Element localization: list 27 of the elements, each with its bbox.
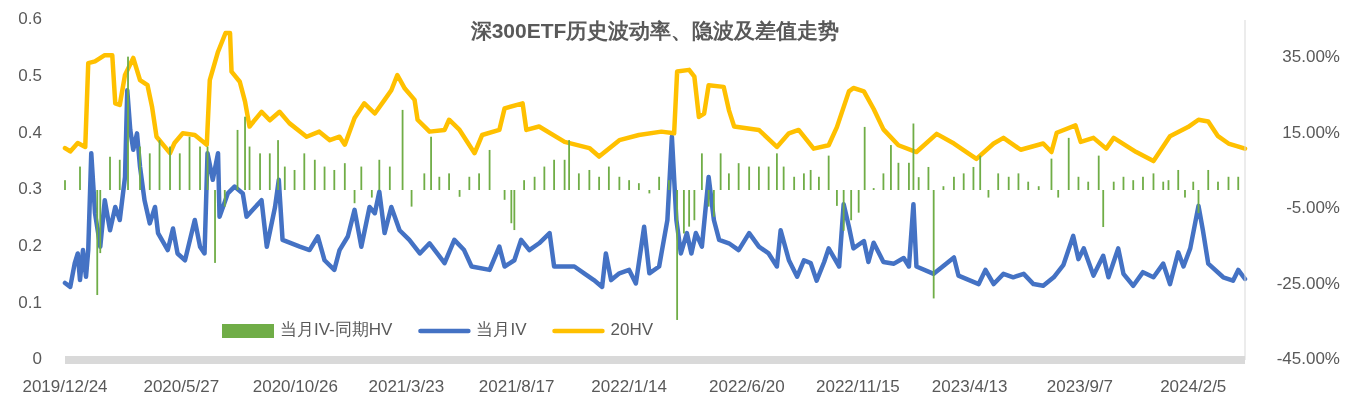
y2-tick-label: 15.00%	[1282, 122, 1340, 142]
y-tick-label: 0.4	[18, 122, 42, 142]
legend-label: 当月IV-同期HV	[280, 320, 394, 340]
legend-label: 20HV	[610, 320, 654, 340]
x-tick-label: 2020/5/27	[143, 377, 220, 396]
y2-tick-label: -25.00%	[1276, 273, 1340, 293]
y-tick-label: 0.3	[18, 179, 42, 199]
y2-tick-label: -5.00%	[1286, 198, 1340, 218]
y-tick-label: 0.6	[18, 9, 42, 29]
y2-tick-label: -45.00%	[1276, 349, 1340, 369]
x-tick-label: 2022/1/14	[591, 377, 667, 396]
x-tick-label: 2019/12/24	[22, 377, 108, 396]
x-tick-label: 2022/6/20	[709, 377, 785, 396]
legend-label: 当月IV	[476, 320, 528, 340]
x-tick-label: 2023/9/7	[1046, 377, 1114, 396]
y-tick-label: 0.2	[18, 236, 42, 256]
x-tick-label: 2023/4/13	[931, 377, 1008, 396]
y-tick-label: 0	[32, 349, 42, 369]
x-tick-label: 2021/8/17	[478, 377, 555, 396]
title: 深300ETF历史波动率、隐波及差值走势	[470, 19, 840, 42]
x-tick-label: 2020/10/26	[252, 377, 338, 396]
y-tick-label: 0.1	[18, 292, 42, 312]
x-tick-label: 2022/11/15	[816, 377, 900, 396]
x-tick-label: 2024/2/5	[1160, 377, 1227, 396]
y2-tick-label: 35.00%	[1282, 47, 1340, 67]
y-tick-label: 0.5	[18, 66, 42, 86]
x-tick-label: 2021/3/23	[368, 377, 445, 396]
